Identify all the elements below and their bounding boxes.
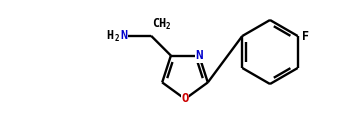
Text: F: F (302, 31, 309, 43)
Text: O: O (181, 92, 189, 105)
Text: N: N (120, 29, 127, 42)
Text: 2: 2 (114, 34, 119, 43)
Text: H: H (106, 29, 113, 42)
Text: CH: CH (152, 17, 166, 30)
Text: 2: 2 (166, 22, 171, 31)
Text: N: N (195, 49, 203, 62)
